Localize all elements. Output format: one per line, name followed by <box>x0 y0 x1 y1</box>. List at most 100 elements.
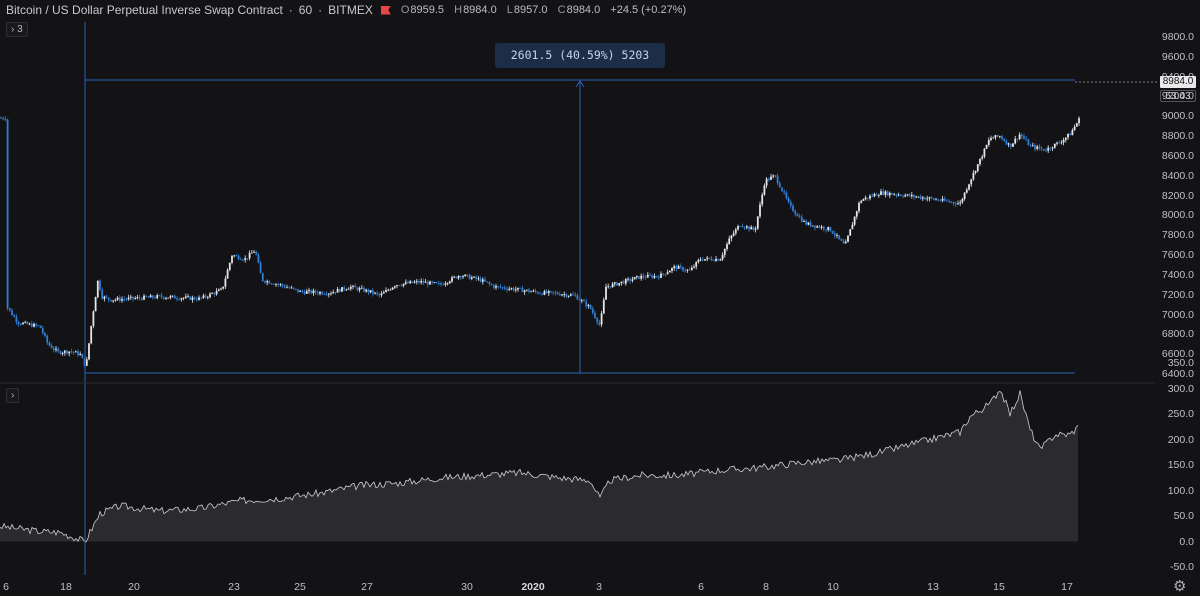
candle-body <box>1029 145 1032 147</box>
candle-body <box>525 289 528 291</box>
candle-body <box>1027 139 1030 146</box>
candle-body <box>101 289 104 299</box>
indicators-toggle-button[interactable]: › 3 <box>6 22 28 37</box>
candle-body <box>305 291 308 294</box>
gear-icon[interactable]: ⚙ <box>1173 578 1187 595</box>
candle-body <box>794 211 797 214</box>
candle-body <box>330 293 332 295</box>
candle-body <box>442 284 445 286</box>
candle-body <box>389 289 392 291</box>
candle-body <box>429 281 431 285</box>
candle-body <box>211 293 214 295</box>
candle-body <box>358 288 361 291</box>
candle-body <box>814 225 816 228</box>
candle-body <box>213 293 216 295</box>
candle-body <box>605 286 607 300</box>
candle-body <box>598 322 601 325</box>
candle-body <box>728 238 731 245</box>
candle-body <box>327 293 330 295</box>
indicator-pane-toggle-button[interactable]: › <box>6 388 20 403</box>
time-tick-label: 17 <box>1061 581 1073 593</box>
candle-body <box>719 259 722 261</box>
candle-body <box>239 259 242 260</box>
candle-body <box>418 281 420 283</box>
flag-icon[interactable] <box>380 5 391 15</box>
exchange-label: BITMEX <box>328 3 373 17</box>
candle-body <box>873 194 876 197</box>
candle-body <box>272 283 275 285</box>
candle-body <box>74 351 77 353</box>
time-tick-label: 2020 <box>521 581 545 593</box>
candle-body <box>1009 143 1012 147</box>
symbol-title[interactable]: Bitcoin / US Dollar Perpetual Inverse Sw… <box>6 3 283 17</box>
candle-body <box>301 290 304 292</box>
candle-body <box>935 199 937 201</box>
candle-body <box>699 259 702 261</box>
time-tick-label: 20 <box>128 581 140 593</box>
candle-body <box>138 297 141 299</box>
candle-body <box>356 287 359 291</box>
price-tick-label: 7600.0 <box>1161 249 1194 262</box>
candle-body <box>882 191 885 195</box>
open-value: 8959.5 <box>410 4 445 16</box>
time-tick-label: 3 <box>596 581 602 593</box>
candle-body <box>114 299 117 301</box>
candle-body <box>1031 145 1034 147</box>
candle-body <box>99 280 101 290</box>
candle-body <box>825 229 827 231</box>
candle-body <box>1007 143 1010 145</box>
candle-body <box>479 278 482 282</box>
candle-body <box>972 172 975 180</box>
measure-label: 2601.5 (40.59%) 5203 <box>495 43 665 68</box>
candle-body <box>961 198 964 203</box>
candle-body <box>446 282 449 284</box>
candle-body <box>679 265 682 268</box>
candle-body <box>24 321 27 323</box>
candle-body <box>932 198 935 200</box>
candle-body <box>851 224 854 230</box>
candle-body <box>30 323 33 327</box>
candle-body <box>611 283 614 288</box>
candle-body <box>895 194 898 196</box>
candle-body <box>1034 145 1036 149</box>
candle-body <box>451 277 453 282</box>
candle-body <box>411 281 414 283</box>
time-tick-label: 6 <box>3 581 9 593</box>
candle-body <box>1036 146 1039 149</box>
candle-body <box>242 259 244 261</box>
time-tick-label: 30 <box>461 581 473 593</box>
candle-body <box>277 284 280 285</box>
candle-body <box>501 287 504 289</box>
candle-body <box>37 325 40 327</box>
candle-body <box>400 285 403 287</box>
candle-body <box>341 287 343 292</box>
candle-body <box>662 273 665 275</box>
candle-body <box>629 278 632 281</box>
candle-body <box>202 295 205 298</box>
candle-body <box>48 342 51 346</box>
candle-body <box>143 295 145 300</box>
candle-body <box>675 266 678 269</box>
candle-body <box>1075 123 1078 127</box>
candle-body <box>105 296 108 298</box>
candle-body <box>376 292 379 294</box>
candle-body <box>352 285 354 287</box>
candle-body <box>939 200 942 202</box>
candle-body <box>644 277 647 279</box>
candle-body <box>884 191 887 195</box>
candle-body <box>585 301 588 307</box>
candle-body <box>319 292 321 294</box>
candle-body <box>539 293 541 295</box>
candle-body <box>987 139 990 145</box>
candle-body <box>1025 138 1028 140</box>
interval-label[interactable]: 60 <box>298 3 313 17</box>
candle-body <box>996 135 999 137</box>
price-tick-label: 7200.0 <box>1161 288 1194 301</box>
candle-body <box>800 216 803 222</box>
candle-body <box>237 255 240 260</box>
candle-body <box>1049 147 1052 149</box>
indicator-tick-label: -50.0 <box>1170 561 1194 573</box>
candle-body <box>565 294 568 297</box>
candle-body <box>453 276 456 278</box>
